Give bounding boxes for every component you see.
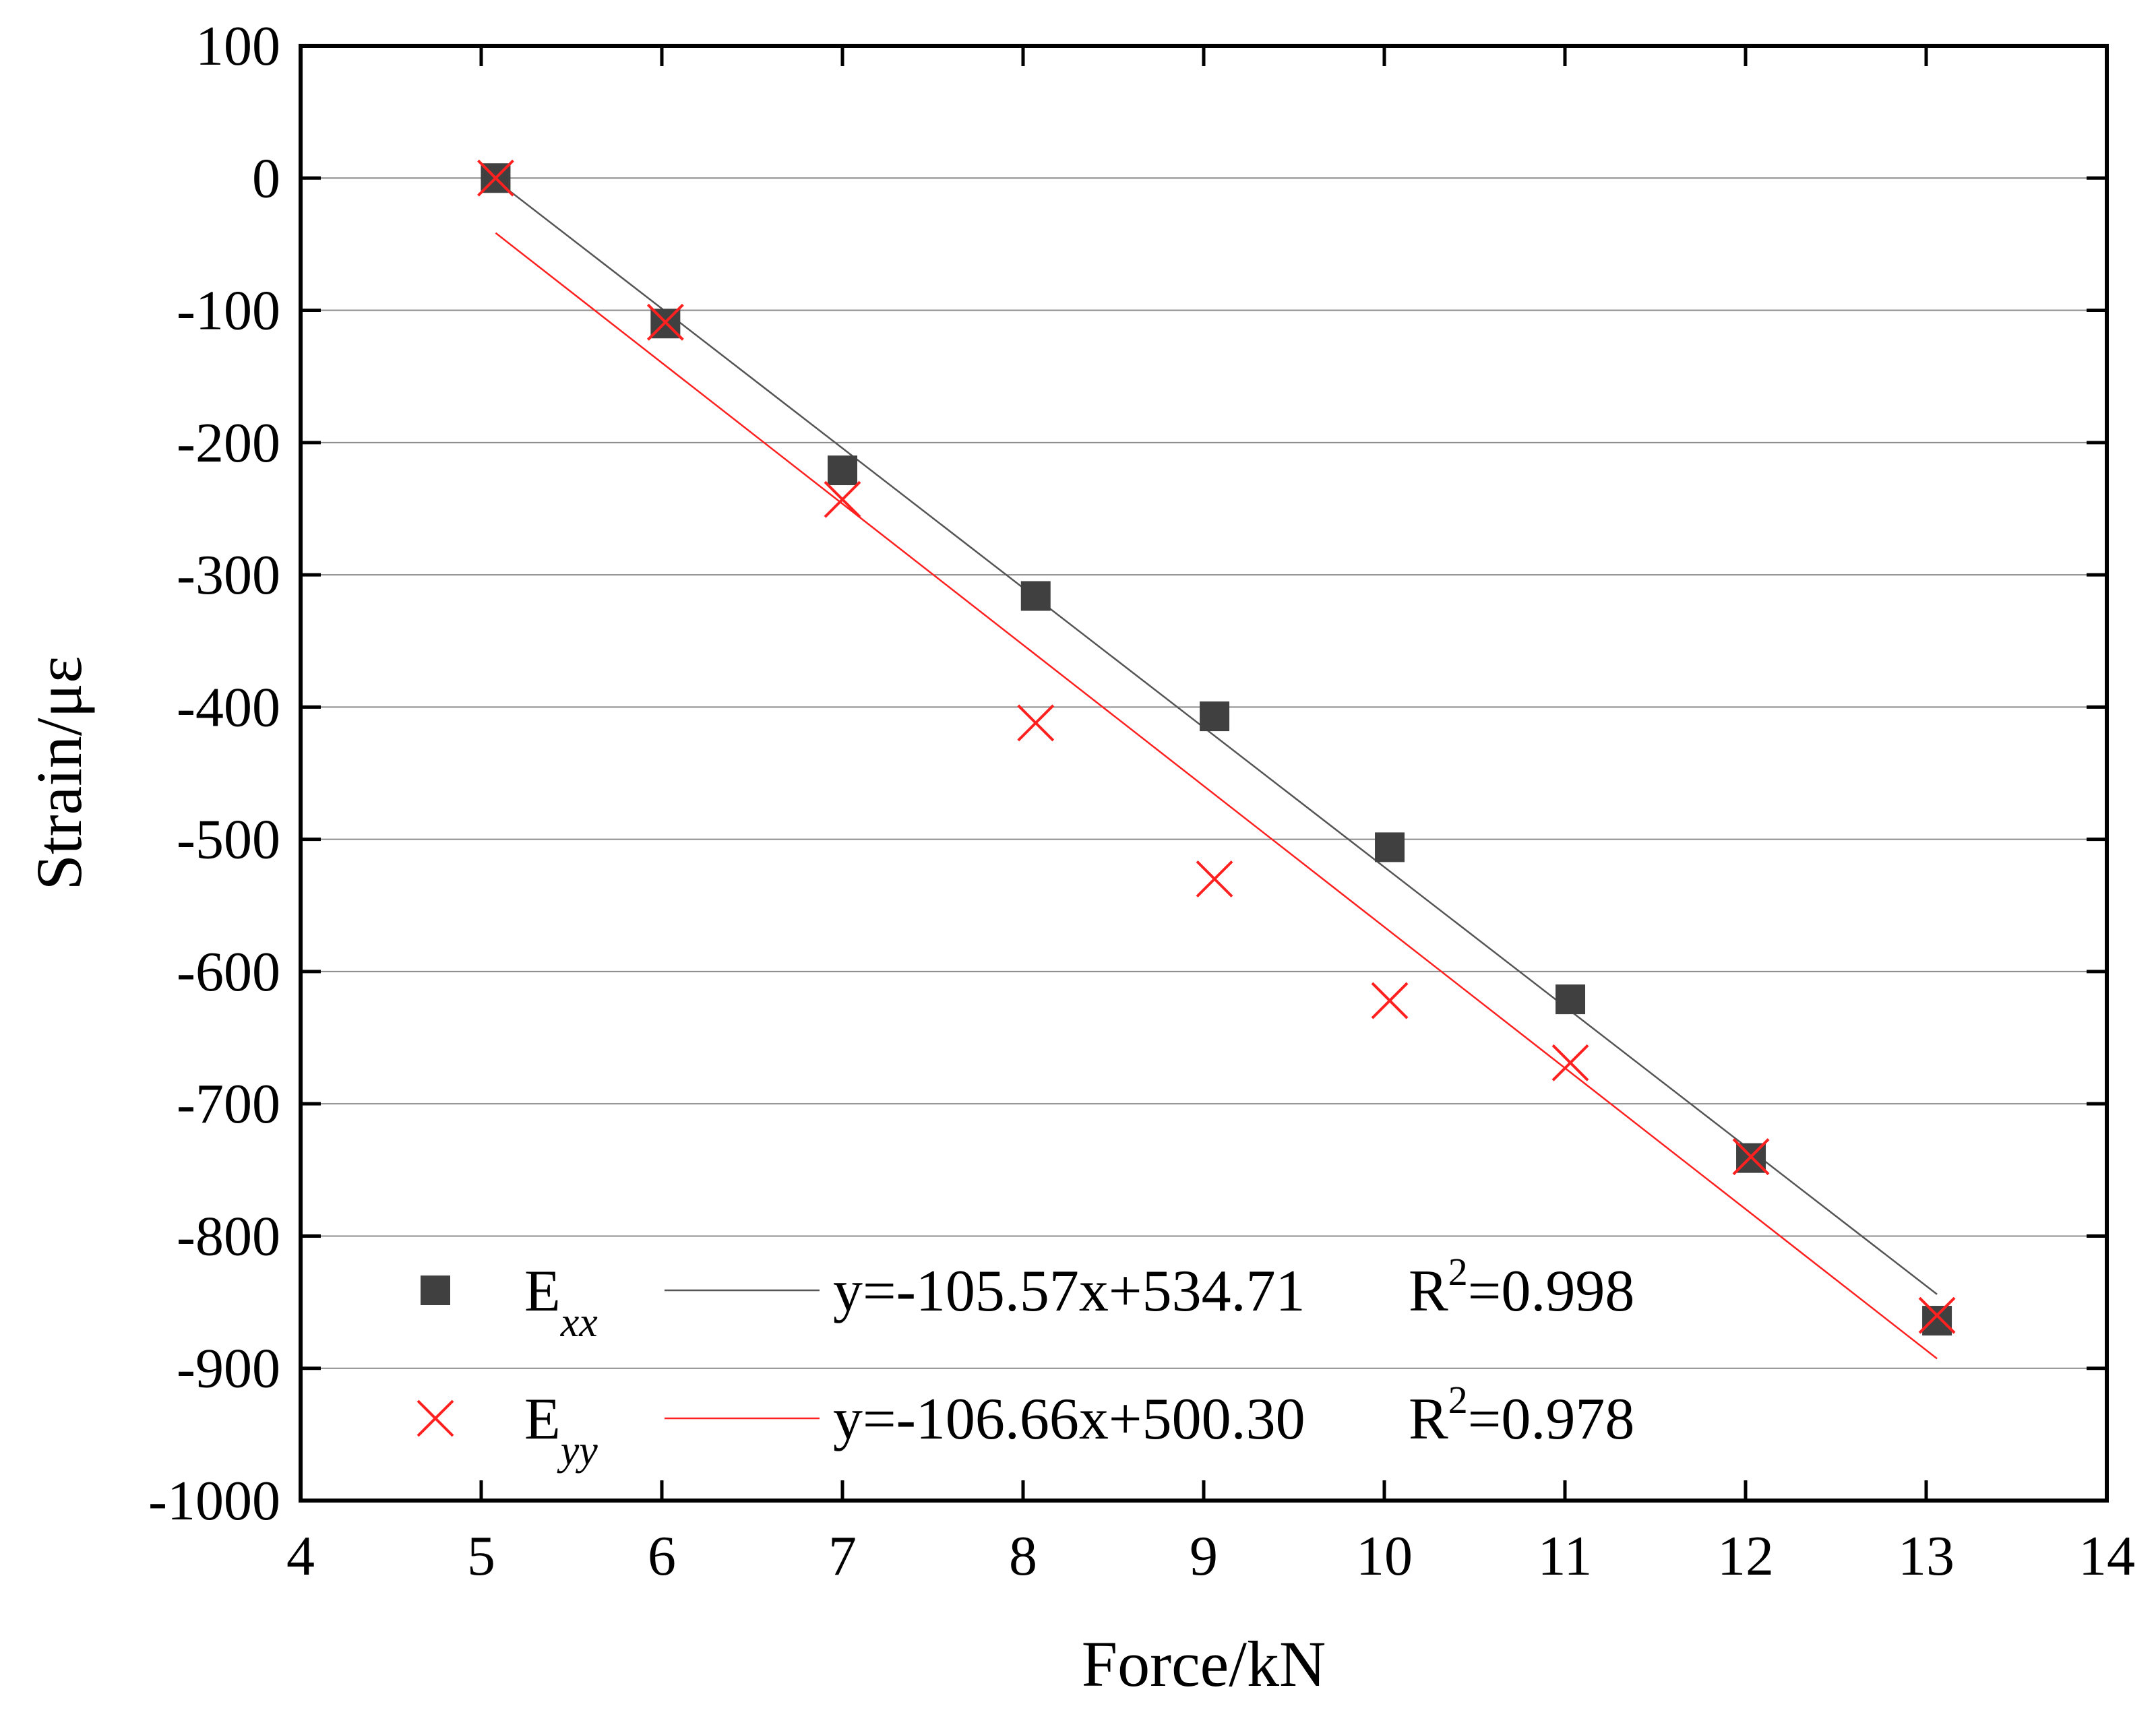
x-marker-stroke	[1551, 1044, 1589, 1081]
legend-entry-xx: Exx y=-105.57x+534.71 R2=0.998	[421, 1250, 1634, 1346]
data-point-yy	[1918, 1296, 1956, 1334]
y-tick-label: -300	[177, 544, 280, 606]
legend-r2-value: =0.978	[1468, 1387, 1635, 1452]
y-tick-label: -500	[177, 809, 280, 871]
legend-equation: y=-105.57x+534.71	[833, 1259, 1305, 1324]
y-tick-label: -900	[177, 1337, 280, 1400]
y-tick-label: -400	[177, 676, 280, 738]
x-tick-label: 11	[1538, 1525, 1593, 1587]
x-tick-label: 9	[1190, 1525, 1218, 1587]
x-marker-stroke	[417, 1399, 454, 1437]
data-point-xx	[1556, 984, 1586, 1015]
legend-r2: R2=0.978	[1409, 1378, 1634, 1452]
legend-series-subscript: xx	[560, 1300, 598, 1346]
data-point-yy	[646, 303, 684, 341]
y-tick-label: -800	[177, 1205, 280, 1267]
y-tick-label: -200	[177, 412, 280, 474]
data-point-yy	[1732, 1138, 1770, 1176]
legend-entry-yy: Eyy y=-106.66x+500.30 R2=0.978	[417, 1378, 1634, 1474]
x-tick-label: 14	[2078, 1525, 2135, 1587]
data-point-xx	[1375, 832, 1405, 862]
x-axis-title: Force/kN	[1082, 1628, 1326, 1700]
x-marker-stroke	[824, 480, 861, 518]
tick-labels: 100 0 -100 -200 -300 -400 -500 -600 -700 -800 -900…	[148, 15, 2135, 1587]
legend-r2-prefix: R	[1409, 1259, 1448, 1324]
legend-r2-superscript: 2	[1448, 1250, 1468, 1294]
axis-ticks	[299, 44, 2109, 1503]
x-marker-stroke	[646, 303, 684, 341]
data-point-yy	[1017, 704, 1055, 742]
legend-marker-x	[417, 1399, 454, 1437]
x-tick-label: 4	[286, 1525, 315, 1587]
x-marker-stroke	[1371, 982, 1409, 1019]
y-tick-label: -700	[177, 1073, 280, 1135]
x-marker-stroke	[1918, 1296, 1956, 1334]
fit-lines	[495, 179, 1938, 1360]
x-tick-label: 8	[1009, 1525, 1037, 1587]
y-axis-title: Strain/με	[23, 656, 95, 891]
data-point-xx	[828, 455, 857, 486]
x-marker-stroke	[1017, 704, 1055, 742]
legend-series-subscript: yy	[557, 1428, 598, 1474]
legend-r2-prefix: R	[1409, 1387, 1448, 1452]
y-tick-label: 100	[195, 15, 280, 77]
y-tick-label: -1000	[148, 1470, 280, 1532]
legend-r2: R2=0.998	[1409, 1250, 1634, 1324]
x-tick-label: 5	[467, 1525, 495, 1587]
legend-r2-superscript: 2	[1448, 1378, 1468, 1422]
data-point-yy	[1551, 1044, 1589, 1081]
data-point-yy	[1371, 982, 1409, 1019]
y-tick-label: -600	[177, 941, 280, 1003]
legend-equation: y=-106.66x+500.30	[833, 1387, 1305, 1452]
x-marker-stroke	[1196, 860, 1233, 897]
data-markers	[477, 159, 1956, 1336]
data-point-yy	[824, 480, 861, 518]
data-point-yy	[477, 159, 514, 197]
legend-marker-square	[421, 1275, 450, 1305]
legend-series-name: Eyy	[524, 1387, 598, 1474]
legend-r2-value: =0.998	[1468, 1259, 1635, 1324]
x-tick-label: 12	[1717, 1525, 1774, 1587]
data-point-xx	[1922, 1306, 1952, 1336]
x-marker-stroke	[477, 159, 514, 197]
data-point-yy	[1196, 860, 1233, 897]
data-point-xx	[1200, 701, 1230, 732]
x-tick-label: 7	[828, 1525, 857, 1587]
x-tick-label: 6	[648, 1525, 676, 1587]
x-tick-label: 10	[1356, 1525, 1413, 1587]
fit-line-xx	[495, 179, 1938, 1295]
x-marker-stroke	[1732, 1138, 1770, 1176]
legend-series-name: Exx	[524, 1259, 598, 1346]
y-tick-label: 0	[252, 147, 280, 210]
data-point-xx	[1020, 581, 1051, 611]
grid-lines	[301, 177, 2107, 1369]
x-tick-label: 13	[1898, 1525, 1954, 1587]
fit-line-yy	[495, 232, 1938, 1360]
y-tick-label: -100	[177, 280, 280, 342]
